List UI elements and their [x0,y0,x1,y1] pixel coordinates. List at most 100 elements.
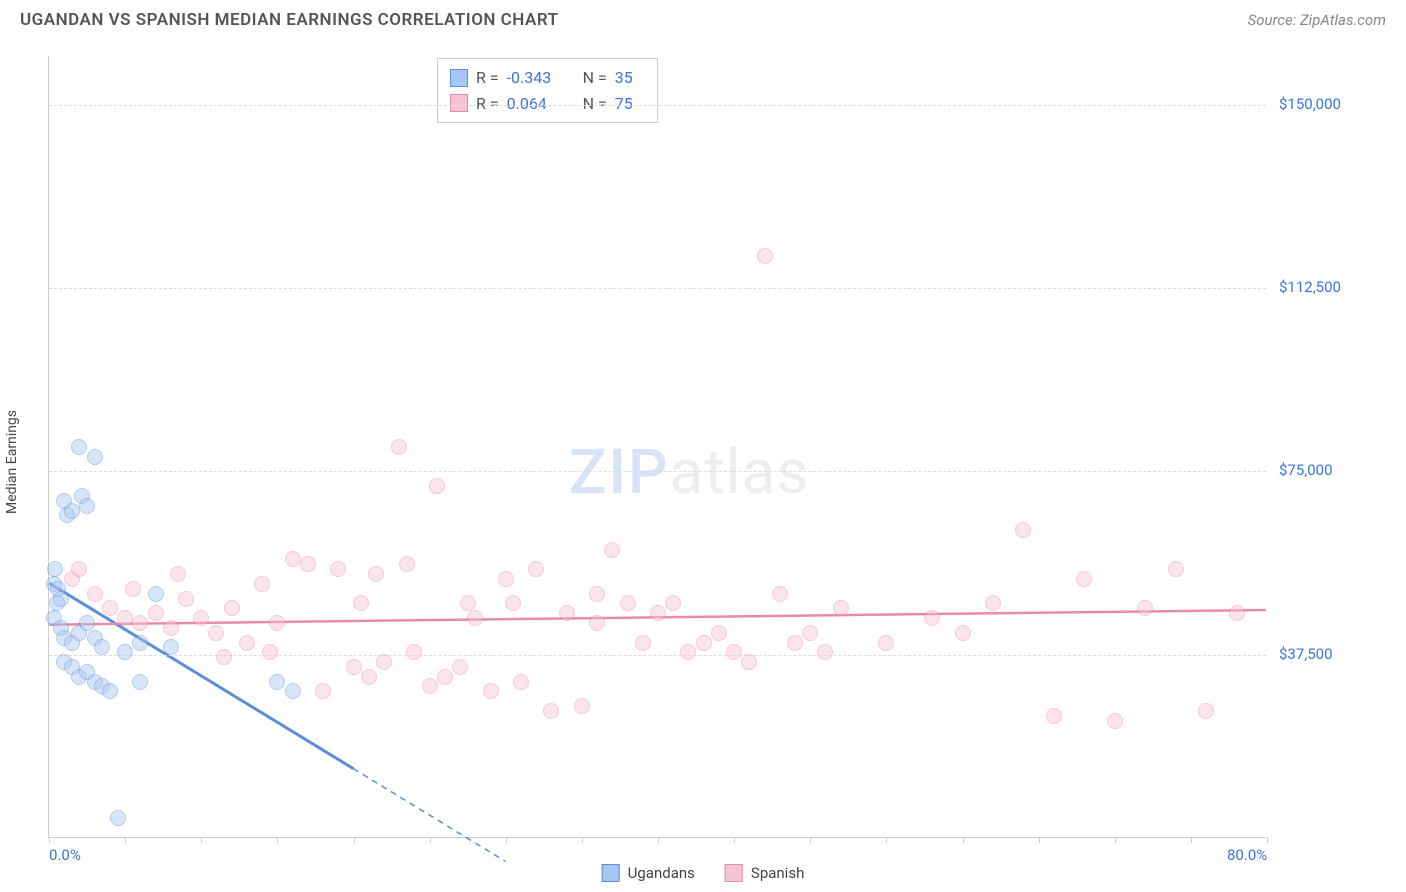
scatter-point [117,644,133,660]
scatter-point [216,649,232,665]
scatter-point [452,659,468,675]
x-tick-mark [1191,837,1192,843]
scatter-point [102,600,118,616]
scatter-point [71,561,87,577]
x-tick-mark [658,837,659,843]
scatter-point [300,556,316,572]
scatter-point [680,644,696,660]
scatter-point [406,644,422,660]
x-tick-mark [277,837,278,843]
series-swatch [450,94,468,112]
x-tick-mark [886,837,887,843]
x-tick-mark [1115,837,1116,843]
stat-r-label: R = [476,65,499,91]
chart-source: Source: ZipAtlas.com [1248,11,1386,29]
legend-item: Spanish [725,864,804,882]
scatter-point [498,571,514,587]
scatter-point [711,625,727,641]
x-tick-mark [734,837,735,843]
y-axis-label: Median Earnings [4,410,20,514]
scatter-point [87,586,103,602]
scatter-point [772,586,788,602]
legend-label: Spanish [751,864,804,882]
trend-lines-svg [49,56,1266,837]
chart-container: Median Earnings ZIPatlas R =-0.343N =35R… [0,38,1406,886]
scatter-point [665,595,681,611]
y-tick-label: $112,500 [1279,278,1341,296]
scatter-point [1137,600,1153,616]
legend-swatch [602,864,620,882]
scatter-point [87,449,103,465]
scatter-point [1198,703,1214,719]
x-tick-mark [506,837,507,843]
scatter-point [985,595,1001,611]
watermark-zip: ZIP [569,436,670,509]
stats-legend-box: R =-0.343N =35R =0.064N =75 [437,58,658,123]
x-tick-mark [1039,837,1040,843]
scatter-point [505,595,521,611]
scatter-point [132,635,148,651]
legend-swatch [725,864,743,882]
scatter-point [346,659,362,675]
scatter-point [620,595,636,611]
scatter-point [467,610,483,626]
scatter-point [224,600,240,616]
scatter-point [285,551,301,567]
x-tick-label: 80.0% [1227,846,1267,864]
scatter-point [269,615,285,631]
scatter-point [1168,561,1184,577]
scatter-point [353,595,369,611]
scatter-point [132,615,148,631]
scatter-point [802,625,818,641]
chart-header: UGANDAN VS SPANISH MEDIAN EARNINGS CORRE… [0,0,1406,38]
scatter-point [391,439,407,455]
scatter-point [376,654,392,670]
scatter-point [1046,708,1062,724]
x-tick-mark [810,837,811,843]
x-tick-label: 0.0% [49,846,81,864]
gridline-h [49,288,1266,289]
scatter-point [117,610,133,626]
scatter-point [163,639,179,655]
scatter-point [178,591,194,607]
scatter-point [1229,605,1245,621]
x-tick-mark [582,837,583,843]
scatter-point [1076,571,1092,587]
scatter-point [1015,522,1031,538]
scatter-point [53,591,69,607]
scatter-point [399,556,415,572]
y-tick-label: $37,500 [1279,645,1333,663]
scatter-point [422,678,438,694]
y-tick-label: $75,000 [1279,461,1333,479]
watermark: ZIPatlas [569,436,809,509]
scatter-point [460,595,476,611]
scatter-point [102,683,118,699]
x-tick-mark [354,837,355,843]
bottom-legend: Ugandans Spanish [602,864,805,882]
legend-item: Ugandans [602,864,695,882]
plot-area: ZIPatlas R =-0.343N =35R =0.064N =75 $37… [48,56,1266,838]
scatter-point [262,644,278,660]
scatter-point [79,498,95,514]
scatter-point [513,674,529,690]
gridline-h [49,471,1266,472]
scatter-point [94,639,110,655]
scatter-point [483,683,499,699]
x-tick-mark [1267,837,1268,843]
x-tick-mark [125,837,126,843]
scatter-point [239,635,255,651]
x-tick-mark [963,837,964,843]
scatter-point [589,586,605,602]
chart-title: UGANDAN VS SPANISH MEDIAN EARNINGS CORRE… [20,10,559,30]
x-tick-mark [49,837,50,843]
scatter-point [878,635,894,651]
scatter-point [955,625,971,641]
scatter-point [559,605,575,621]
scatter-point [543,703,559,719]
x-tick-mark [430,837,431,843]
scatter-point [208,625,224,641]
scatter-point [132,674,148,690]
scatter-point [817,644,833,660]
gridline-h [49,105,1266,106]
scatter-point [696,635,712,651]
